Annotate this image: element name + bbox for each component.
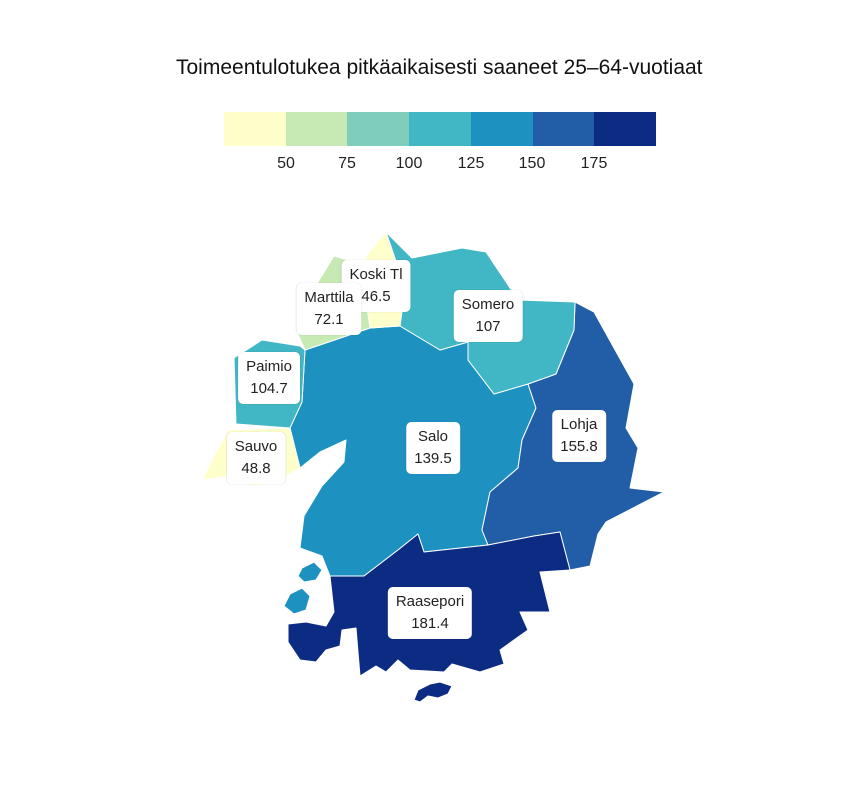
legend-tick: 150 bbox=[518, 155, 546, 172]
legend-tick: 100 bbox=[395, 155, 423, 172]
legend-tick: 175 bbox=[580, 155, 608, 172]
region-value: 181.4 bbox=[411, 615, 449, 632]
region-label-sauvo: Sauvo 48.8 bbox=[226, 432, 286, 484]
region-name: Sauvo bbox=[234, 438, 278, 455]
legend-bin bbox=[285, 112, 348, 146]
legend-bin bbox=[224, 112, 286, 146]
legend-tick: 75 bbox=[338, 155, 356, 172]
region-label-raasepori: Raasepori 181.4 bbox=[387, 587, 473, 639]
region-value: 104.7 bbox=[250, 380, 288, 397]
region-label-paimio: Paimio 104.7 bbox=[238, 352, 300, 404]
region-label-somero: Somero 107 bbox=[453, 290, 523, 342]
island-salo-1 bbox=[297, 561, 323, 583]
region-name: Lohja bbox=[560, 416, 598, 433]
region-value: 139.5 bbox=[414, 450, 452, 467]
region-name: Marttila bbox=[304, 289, 354, 306]
legend-bin bbox=[594, 112, 657, 146]
color-legend bbox=[224, 112, 657, 146]
legend-bin bbox=[470, 112, 533, 146]
region-value: 48.8 bbox=[241, 460, 271, 477]
legend-bin bbox=[347, 112, 410, 146]
region-name: Salo bbox=[417, 428, 449, 445]
legend-ticks: 50 75 100 125 150 175 bbox=[224, 155, 656, 175]
region-label-lohja: Lohja 155.8 bbox=[552, 410, 606, 462]
region-value: 107 bbox=[475, 318, 501, 335]
region-label-marttila: Marttila 72.1 bbox=[296, 283, 362, 335]
region-name: Koski Tl bbox=[349, 266, 403, 283]
region-value: 155.8 bbox=[560, 438, 598, 455]
island-salo-2 bbox=[283, 587, 311, 615]
region-name: Raasepori bbox=[395, 593, 465, 610]
map-title: Toimeentulotukea pitkäaikaisesti saaneet… bbox=[176, 56, 703, 79]
region-value: 46.5 bbox=[361, 288, 391, 305]
island-raasepori bbox=[413, 681, 453, 703]
region-label-salo: Salo 139.5 bbox=[406, 422, 460, 474]
region-name: Paimio bbox=[246, 358, 292, 375]
region-value: 72.1 bbox=[314, 311, 344, 328]
legend-bin bbox=[532, 112, 595, 146]
legend-tick: 125 bbox=[457, 155, 485, 172]
legend-bin bbox=[409, 112, 471, 146]
legend-tick: 50 bbox=[277, 155, 295, 172]
region-name: Somero bbox=[461, 296, 515, 313]
